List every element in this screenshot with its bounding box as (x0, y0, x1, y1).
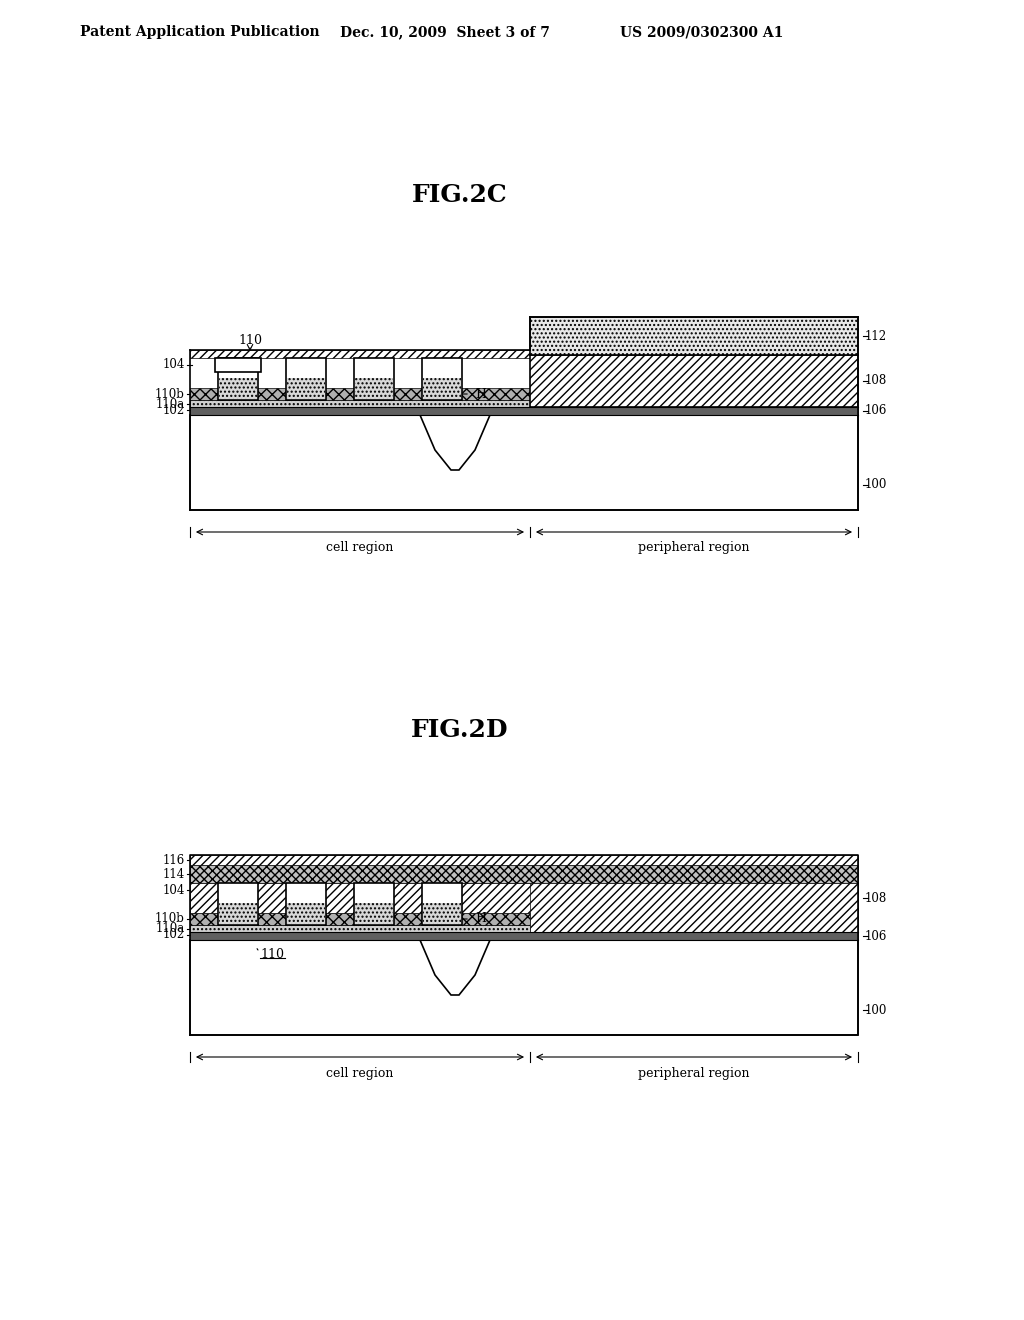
Bar (190, 414, 858, 510)
Bar (355, 378, 393, 399)
Bar (287, 378, 325, 399)
Bar (219, 378, 257, 399)
Text: 108: 108 (865, 375, 887, 388)
Bar (190, 925, 530, 932)
Text: 110b: 110b (155, 388, 185, 400)
Bar (190, 883, 858, 913)
Bar (190, 865, 858, 883)
Text: FIG.2D: FIG.2D (412, 718, 509, 742)
Bar (423, 378, 461, 399)
Text: 110b: 110b (155, 912, 185, 925)
Bar (423, 903, 461, 924)
Polygon shape (420, 414, 490, 470)
Text: 110: 110 (238, 334, 262, 346)
Text: 110a: 110a (156, 397, 185, 411)
Text: US 2009/0302300 A1: US 2009/0302300 A1 (620, 25, 783, 40)
Bar (190, 940, 858, 1035)
Bar (287, 903, 325, 924)
Text: 106: 106 (865, 404, 888, 417)
Bar (530, 317, 858, 355)
Bar (215, 358, 261, 372)
Bar (422, 358, 462, 400)
Text: 100: 100 (865, 479, 888, 491)
Bar (219, 903, 257, 924)
Bar (190, 400, 530, 407)
Bar (530, 355, 858, 407)
Bar (190, 855, 858, 865)
Text: 102: 102 (163, 928, 185, 941)
Text: 102: 102 (163, 404, 185, 417)
Text: H: H (475, 912, 486, 925)
Text: 104: 104 (163, 883, 185, 896)
Bar (530, 883, 858, 932)
Bar (190, 388, 530, 400)
Bar (354, 883, 394, 925)
Text: 100: 100 (865, 1003, 888, 1016)
Bar (190, 932, 858, 940)
Bar (190, 407, 858, 414)
Text: 106: 106 (865, 929, 888, 942)
Text: 112: 112 (865, 330, 887, 342)
Bar (286, 883, 326, 925)
Text: cell region: cell region (327, 541, 393, 554)
Bar (286, 358, 326, 400)
Text: 116: 116 (163, 854, 185, 866)
Bar (422, 883, 462, 925)
Bar (354, 358, 394, 400)
Text: 104: 104 (163, 359, 185, 371)
Text: Dec. 10, 2009  Sheet 3 of 7: Dec. 10, 2009 Sheet 3 of 7 (340, 25, 550, 40)
Text: H: H (475, 388, 486, 400)
Text: cell region: cell region (327, 1067, 393, 1080)
Bar (355, 903, 393, 924)
Text: Patent Application Publication: Patent Application Publication (80, 25, 319, 40)
Text: peripheral region: peripheral region (638, 541, 750, 554)
Polygon shape (420, 940, 490, 995)
Text: 114: 114 (163, 867, 185, 880)
Text: 110: 110 (260, 949, 284, 961)
Text: FIG.2C: FIG.2C (412, 183, 508, 207)
Text: 110a: 110a (156, 923, 185, 936)
Bar (218, 883, 258, 925)
Text: 108: 108 (865, 891, 887, 904)
Bar (218, 358, 258, 400)
Bar (190, 350, 530, 358)
Text: peripheral region: peripheral region (638, 1067, 750, 1080)
Bar (190, 913, 530, 925)
